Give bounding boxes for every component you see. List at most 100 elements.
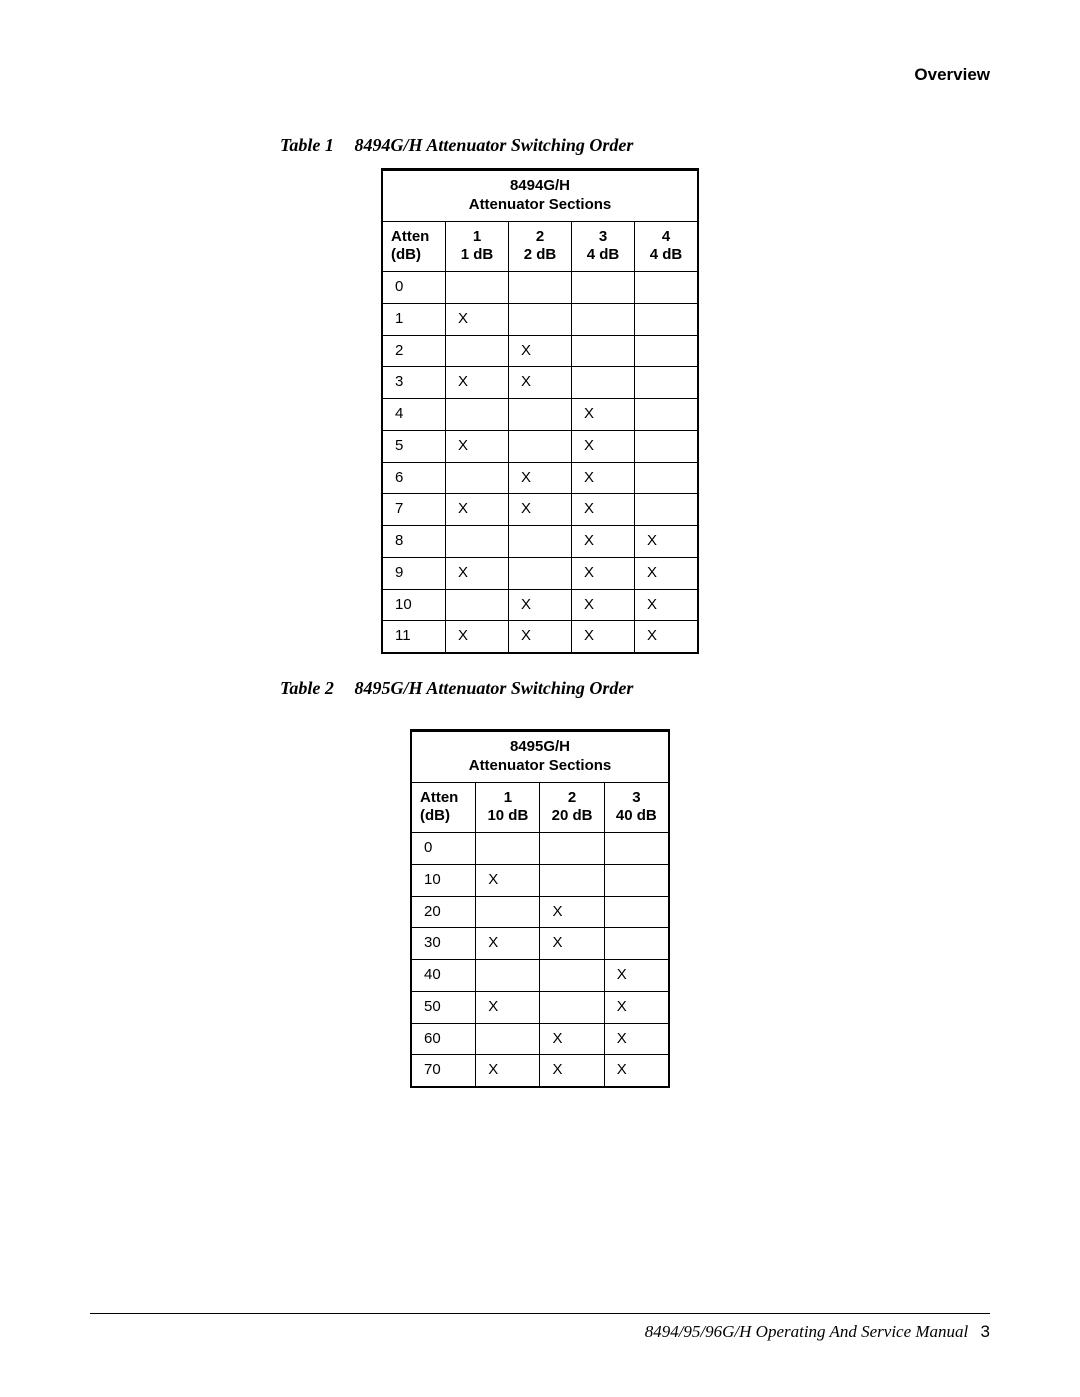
- table-row: 9XXX: [382, 557, 698, 589]
- table-row: 8494G/H Attenuator Sections: [382, 170, 698, 222]
- mark-cell: [476, 896, 540, 928]
- mark-cell: X: [572, 621, 635, 653]
- table-row: 8495G/H Attenuator Sections: [411, 731, 669, 783]
- table2-col1-header: 1 10 dB: [476, 782, 540, 833]
- col-num: 4: [662, 228, 670, 245]
- manual-title: 8494/95/96G/H Operating And Service Manu…: [645, 1322, 969, 1341]
- mark-cell: [509, 399, 572, 431]
- table-row: 10X: [411, 864, 669, 896]
- table-row: 6 XX: [382, 462, 698, 494]
- atten-cell: 50: [411, 991, 476, 1023]
- page: Overview Table 1 8494G/H Attenuator Swit…: [0, 0, 1080, 1397]
- mark-cell: X: [509, 494, 572, 526]
- table-row: 8XX: [382, 526, 698, 558]
- mark-cell: [635, 430, 699, 462]
- table1-title-line2: Attenuator Sections: [469, 196, 612, 213]
- mark-cell: X: [635, 526, 699, 558]
- atten-cell: 0: [411, 833, 476, 865]
- table-row: 0: [411, 833, 669, 865]
- atten-cell: 70: [411, 1055, 476, 1087]
- mark-cell: [635, 399, 699, 431]
- table2-caption-title: 8495G/H Attenuator Switching Order: [355, 678, 634, 698]
- mark-cell: X: [509, 589, 572, 621]
- table1-title: 8494G/H Attenuator Sections: [382, 170, 698, 222]
- table-row: 5XX: [382, 430, 698, 462]
- mark-cell: X: [604, 1055, 669, 1087]
- mark-cell: X: [540, 1023, 604, 1055]
- mark-cell: X: [540, 928, 604, 960]
- mark-cell: X: [476, 991, 540, 1023]
- mark-cell: X: [604, 1023, 669, 1055]
- mark-cell: [540, 864, 604, 896]
- mark-cell: X: [572, 526, 635, 558]
- table1: 8494G/H Attenuator Sections Atten (dB) 1…: [381, 168, 699, 654]
- table1-col4-header: 4 4 dB: [635, 221, 699, 272]
- table1-col2-header: 2 2 dB: [509, 221, 572, 272]
- mark-cell: X: [572, 557, 635, 589]
- mark-cell: [635, 272, 699, 304]
- mark-cell: [604, 928, 669, 960]
- mark-cell: [509, 272, 572, 304]
- table2-title: 8495G/H Attenuator Sections: [411, 731, 669, 783]
- mark-cell: [446, 526, 509, 558]
- col-num: 1: [473, 228, 481, 245]
- mark-cell: [572, 335, 635, 367]
- mark-cell: X: [635, 621, 699, 653]
- atten-cell: 6: [382, 462, 446, 494]
- table1-caption-title: 8494G/H Attenuator Switching Order: [355, 135, 634, 155]
- col-db: 4 dB: [587, 246, 620, 263]
- mark-cell: X: [572, 399, 635, 431]
- mark-cell: [540, 991, 604, 1023]
- page-number: 3: [981, 1322, 990, 1341]
- table2-atten-header: Atten (dB): [411, 782, 476, 833]
- page-footer: 8494/95/96G/H Operating And Service Manu…: [90, 1313, 990, 1342]
- atten-cell: 1: [382, 303, 446, 335]
- table2-title-line1: 8495G/H: [510, 738, 570, 755]
- mark-cell: X: [509, 367, 572, 399]
- mark-cell: [446, 589, 509, 621]
- col-db: 20 dB: [552, 807, 593, 824]
- mark-cell: X: [572, 462, 635, 494]
- table2-title-line2: Attenuator Sections: [469, 757, 612, 774]
- mark-cell: X: [604, 960, 669, 992]
- atten-cell: 20: [411, 896, 476, 928]
- atten-cell: 0: [382, 272, 446, 304]
- atten-cell: 30: [411, 928, 476, 960]
- atten-cell: 3: [382, 367, 446, 399]
- col-db: 4 dB: [650, 246, 683, 263]
- col-db: 1 dB: [461, 246, 494, 263]
- mark-cell: X: [540, 896, 604, 928]
- table-row: 70XXX: [411, 1055, 669, 1087]
- atten-cell: 10: [411, 864, 476, 896]
- mark-cell: [476, 960, 540, 992]
- mark-cell: X: [509, 462, 572, 494]
- mark-cell: [509, 526, 572, 558]
- col-db: 2 dB: [524, 246, 557, 263]
- table-row: 10XXX: [382, 589, 698, 621]
- table-row: 1X: [382, 303, 698, 335]
- mark-cell: [476, 833, 540, 865]
- col-db: 40 dB: [616, 807, 657, 824]
- table-row: 4X: [382, 399, 698, 431]
- table2-wrap: 8495G/H Attenuator Sections Atten (dB) 1…: [90, 729, 990, 1088]
- mark-cell: [604, 896, 669, 928]
- mark-cell: X: [572, 494, 635, 526]
- col-num: 3: [599, 228, 607, 245]
- table1-caption: Table 1 8494G/H Attenuator Switching Ord…: [280, 135, 990, 156]
- table-row: Atten (dB) 1 10 dB 2 20 dB 3 40 dB: [411, 782, 669, 833]
- table2-col3-header: 3 40 dB: [604, 782, 669, 833]
- mark-cell: [604, 833, 669, 865]
- mark-cell: X: [540, 1055, 604, 1087]
- mark-cell: [635, 494, 699, 526]
- mark-cell: [509, 557, 572, 589]
- mark-cell: [476, 1023, 540, 1055]
- mark-cell: X: [446, 557, 509, 589]
- mark-cell: X: [635, 589, 699, 621]
- table-row: 60XX: [411, 1023, 669, 1055]
- mark-cell: [604, 864, 669, 896]
- table2-caption: Table 2 8495G/H Attenuator Switching Ord…: [280, 678, 990, 699]
- table-row: 2X: [382, 335, 698, 367]
- mark-cell: [572, 367, 635, 399]
- table-row: 0: [382, 272, 698, 304]
- mark-cell: X: [604, 991, 669, 1023]
